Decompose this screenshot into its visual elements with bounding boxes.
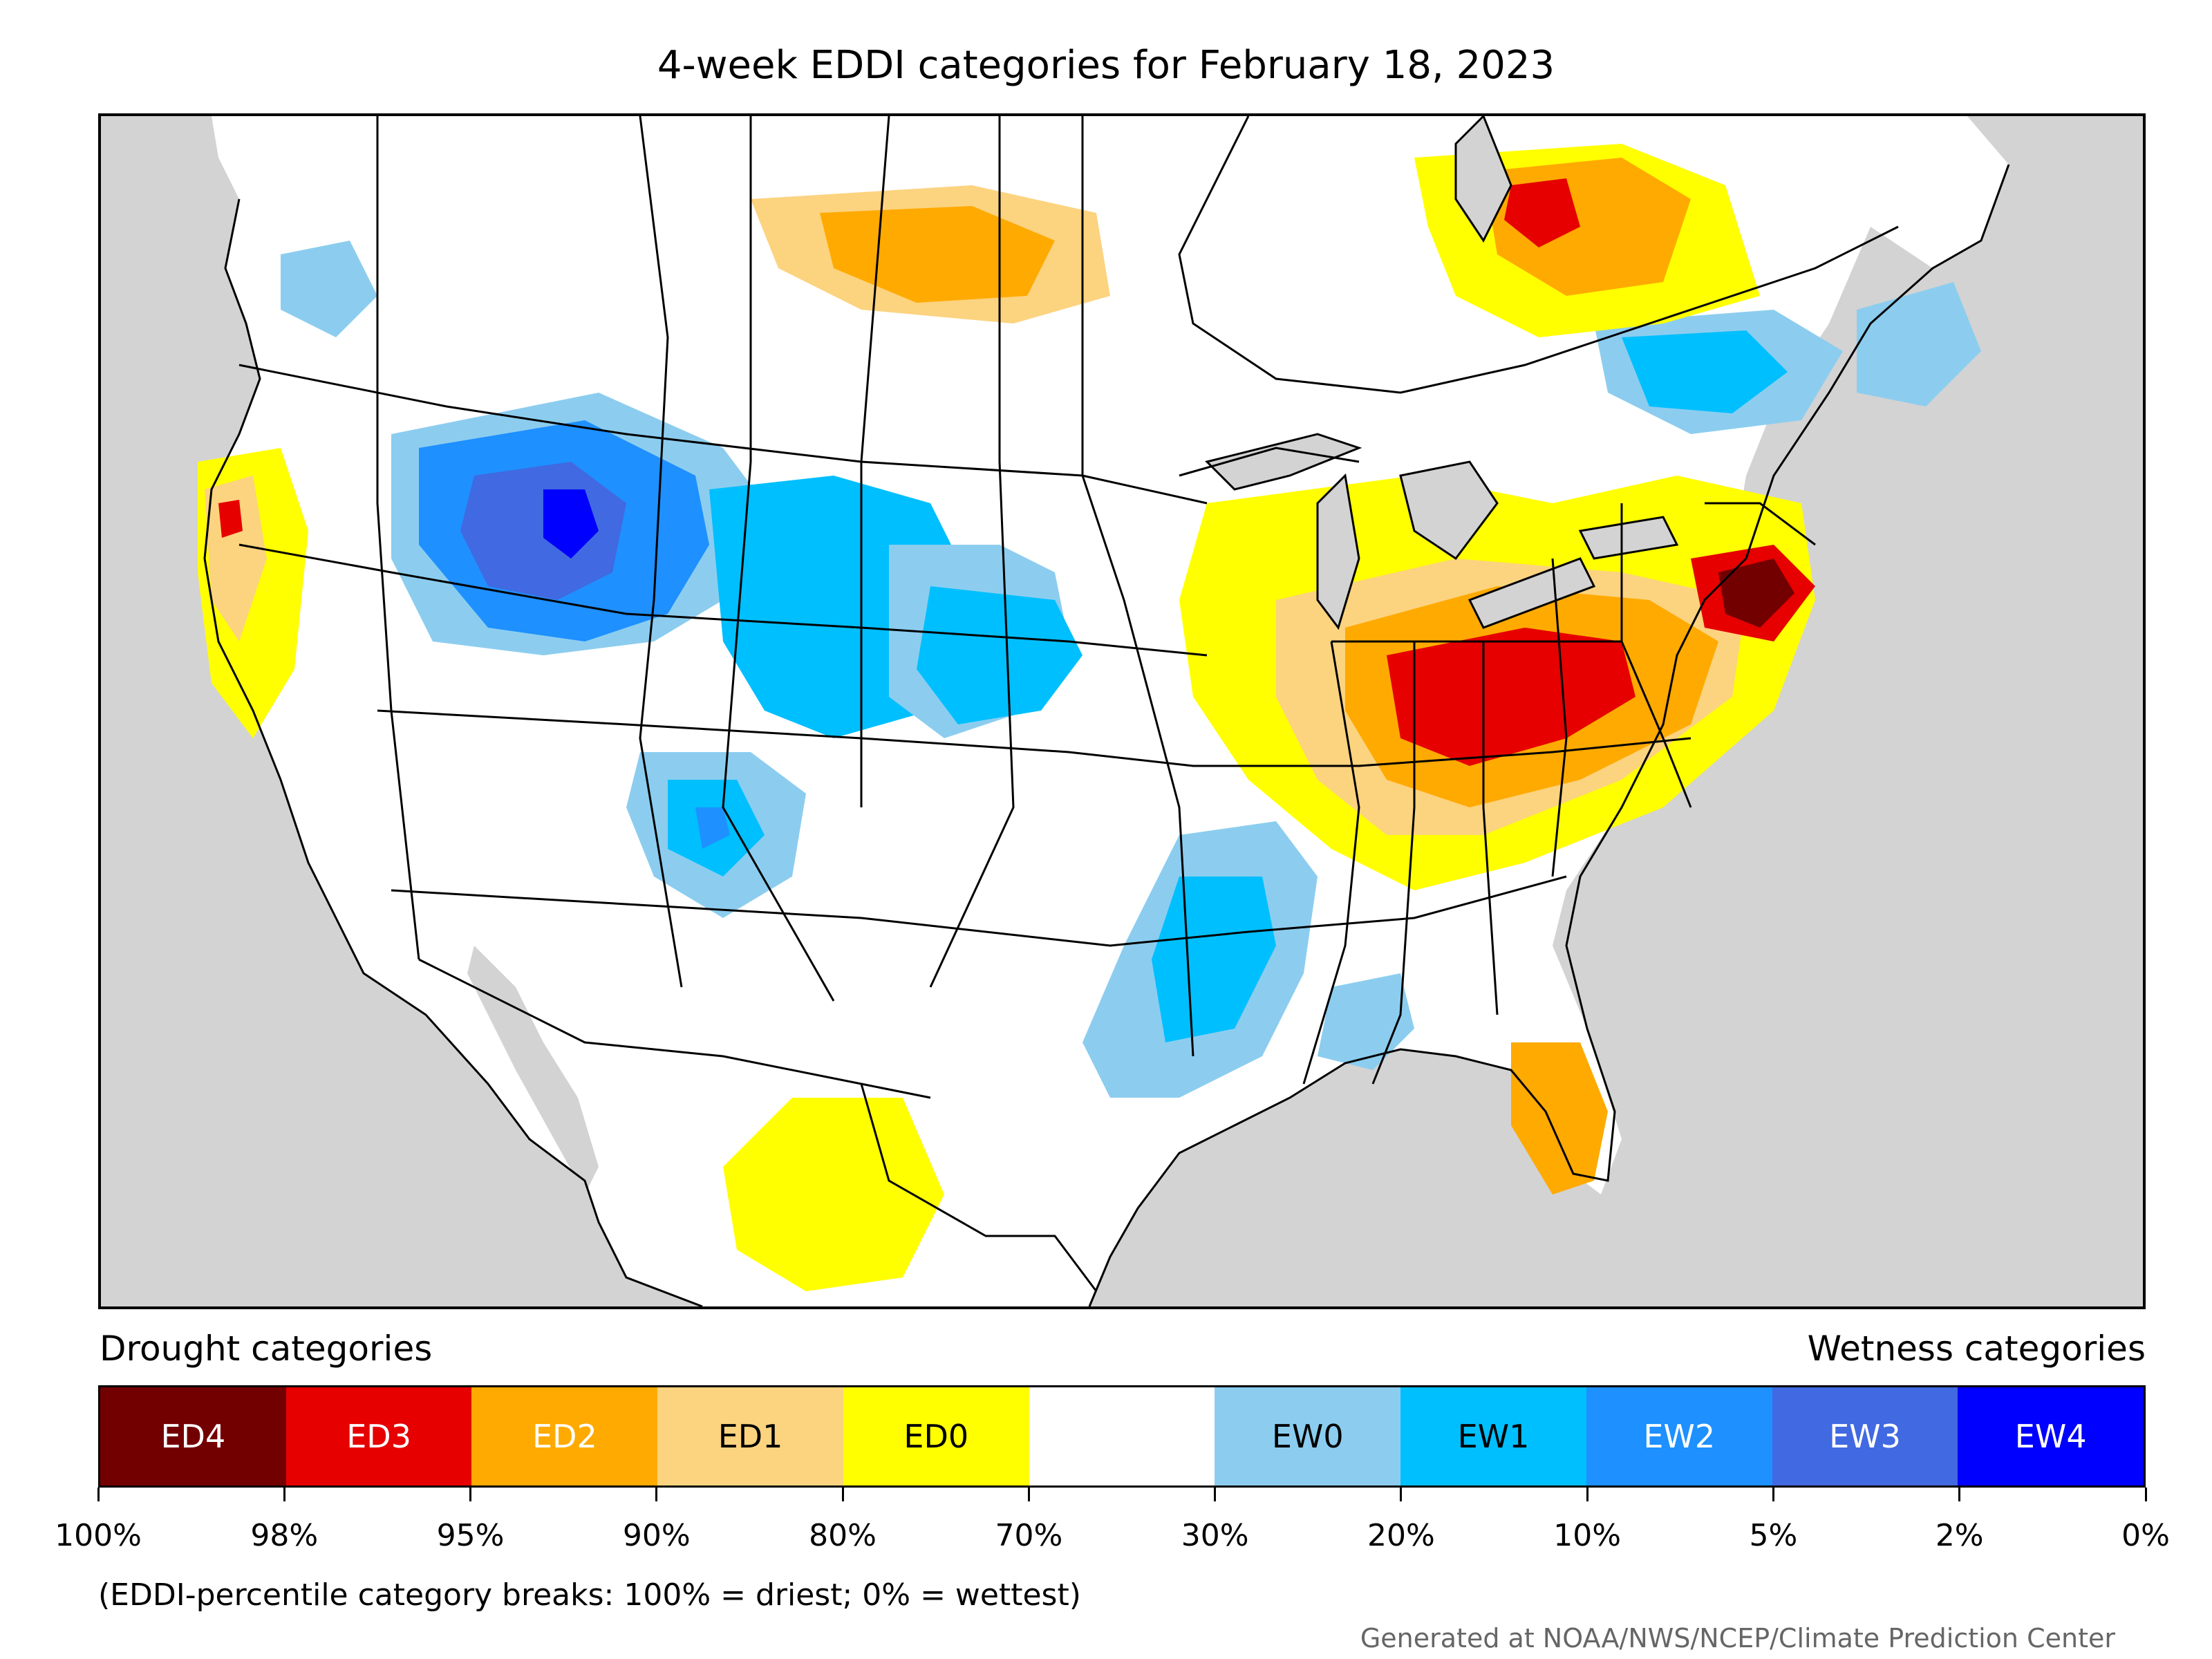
colorbar-tick	[1400, 1488, 1403, 1501]
colorbar-tick	[841, 1488, 844, 1501]
colorbar-tick	[1772, 1488, 1774, 1501]
colorbar-tick-label: 20%	[1367, 1518, 1435, 1553]
colorbar-tick	[283, 1488, 285, 1501]
colorbar-tick-label: 98%	[250, 1518, 319, 1553]
colorbar-tick-label: 90%	[622, 1518, 691, 1553]
colorbar-tick-label: 70%	[995, 1518, 1063, 1553]
map-canvas	[101, 116, 2143, 1306]
colorbar-tick-label: 80%	[809, 1518, 877, 1553]
gulf-of-mexico	[1089, 1049, 1622, 1306]
credit-line: Generated at NOAA/NWS/NCEP/Climate Predi…	[1360, 1623, 2115, 1653]
wetness-regions	[281, 241, 1981, 1098]
colorbar-tick	[469, 1488, 472, 1501]
colorbar-tick	[2144, 1488, 2147, 1501]
colorbar-segment: ED4	[100, 1387, 286, 1485]
colorbar-tick	[1586, 1488, 1588, 1501]
colorbar-tick-label: 100%	[55, 1518, 142, 1553]
colorbar-segment: ED3	[285, 1387, 472, 1485]
great-lakes	[1205, 116, 1679, 630]
colorbar-tick-label: 95%	[436, 1518, 505, 1553]
category-colorbar: ED4 ED3 ED2 ED1 ED0 EW0 EW1 EW2 EW3 EW4	[98, 1385, 2146, 1488]
colorbar-segment: EW2	[1586, 1387, 1772, 1485]
atlantic-ocean	[1587, 116, 2143, 1306]
colorbar-segment	[1029, 1387, 1215, 1485]
colorbar-tick-label: 10%	[1553, 1518, 1622, 1553]
east-coastline	[1088, 164, 2010, 1306]
gulf-of-california	[467, 946, 599, 1194]
map-panel	[98, 113, 2146, 1309]
colorbar-tick	[655, 1488, 658, 1501]
drought-categories-label: Drought categories	[100, 1329, 433, 1369]
colorbar-segment: EW0	[1215, 1387, 1401, 1485]
colorbar-segment: EW4	[1958, 1387, 2144, 1485]
colorbar-segment: ED1	[657, 1387, 843, 1485]
political-borders	[238, 116, 1899, 1292]
colorbar-tick	[1958, 1488, 1961, 1501]
colorbar-tick	[97, 1488, 100, 1501]
map-title: 4-week EDDI categories for February 18, …	[657, 43, 1555, 88]
colorbar-ticks	[97, 1488, 2147, 1501]
wetness-categories-label: Wetness categories	[1807, 1329, 2146, 1369]
colorbar-segment: ED0	[843, 1387, 1029, 1485]
colorbar-segment: EW1	[1400, 1387, 1586, 1485]
colorbar-segment: EW3	[1772, 1387, 1958, 1485]
coastline	[203, 198, 703, 1306]
colorbar-tick-label: 30%	[1181, 1518, 1249, 1553]
category-note: (EDDI-percentile category breaks: 100% =…	[98, 1577, 1081, 1613]
colorbar-tick	[1214, 1488, 1217, 1501]
colorbar-tick	[1027, 1488, 1030, 1501]
colorbar-segment: ED2	[471, 1387, 658, 1485]
colorbar-tick-label: 2%	[1935, 1518, 1984, 1553]
colorbar-tick-label: 5%	[1749, 1518, 1798, 1553]
colorbar-tick-label: 0%	[2121, 1518, 2170, 1553]
